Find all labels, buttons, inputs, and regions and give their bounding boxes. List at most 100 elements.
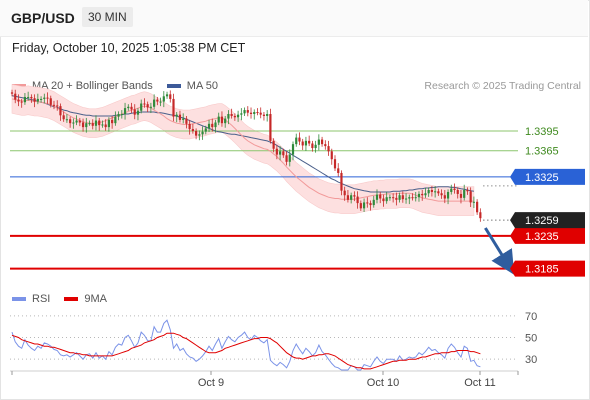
- candle-body: [472, 201, 475, 203]
- candle-body: [382, 198, 385, 202]
- candle-body: [217, 116, 220, 123]
- rsi-tick-50: 50: [525, 333, 537, 345]
- candle-body: [324, 144, 327, 147]
- candle-body: [201, 131, 204, 135]
- candle-body: [220, 116, 224, 124]
- candle-body: [169, 94, 172, 99]
- candle-body: [185, 118, 188, 124]
- candle-body: [278, 151, 282, 155]
- candle-body: [346, 195, 350, 200]
- candle-body: [466, 190, 469, 192]
- candle-body: [414, 197, 417, 199]
- rsi-tick-70: 70: [525, 311, 537, 323]
- candle-body: [417, 193, 421, 198]
- candle-body: [237, 114, 240, 118]
- last-price-tag: [510, 212, 585, 229]
- rsi-ma-swatch: [64, 297, 79, 301]
- level-label-1.3235: 1.3235: [525, 231, 559, 243]
- candle-body: [430, 190, 433, 192]
- candle-body: [356, 196, 359, 204]
- candle-body: [253, 112, 256, 114]
- candle-body: [136, 110, 140, 115]
- candle-body: [275, 148, 278, 155]
- ma50-swatch: [166, 84, 181, 88]
- level-label-1.3365: 1.3365: [525, 146, 559, 158]
- projection-arrow: [484, 227, 515, 275]
- candle-body: [143, 103, 146, 105]
- price-levels: [10, 130, 518, 270]
- candle-body: [369, 203, 372, 206]
- candle-body: [14, 93, 17, 100]
- level-label-1.3185: 1.3185: [525, 264, 559, 276]
- candle-body: [392, 197, 395, 199]
- level-tag-1.3325: [510, 168, 585, 185]
- candle-body: [333, 159, 337, 169]
- candle-body: [408, 197, 411, 199]
- time-label-Oct-10: Oct 10: [367, 377, 399, 389]
- candle-body: [262, 114, 266, 116]
- candle-body: [81, 122, 85, 128]
- candle-body: [59, 106, 62, 116]
- candle-body: [469, 191, 472, 203]
- candle-body: [453, 188, 456, 190]
- candle-body: [427, 190, 430, 194]
- level-label-1.3395: 1.3395: [525, 126, 559, 138]
- time-label-Oct-9: Oct 9: [198, 377, 224, 389]
- legend-rsi-label: RSI: [32, 293, 51, 305]
- symbol-label: GBP/USD: [11, 10, 75, 26]
- candle-body: [107, 119, 110, 128]
- last-price-label: 1.3259: [525, 215, 559, 227]
- header-bar: GBP/USD 30 MIN: [0, 0, 588, 37]
- candle-body: [33, 98, 36, 102]
- candle-body: [440, 193, 443, 196]
- candle-body: [101, 124, 104, 126]
- candle-body: [272, 140, 275, 149]
- candle-body: [424, 193, 427, 196]
- candle-body: [204, 128, 207, 132]
- rsi-tick-30: 30: [525, 354, 537, 366]
- candle-body: [353, 195, 356, 197]
- candle-body: [30, 96, 33, 99]
- bollinger-band-area: [11, 84, 475, 216]
- candle-body: [188, 123, 191, 130]
- candle-body: [17, 99, 20, 102]
- candle-body: [172, 98, 175, 117]
- candle-body: [320, 139, 324, 145]
- ma20-line: [11, 98, 474, 202]
- candle-body: [388, 197, 392, 199]
- candle-body: [243, 110, 246, 114]
- candle-body: [230, 114, 233, 116]
- candle-body: [240, 113, 243, 115]
- candle-body: [443, 195, 446, 199]
- candle-body: [195, 131, 198, 136]
- candle-body: [476, 201, 479, 213]
- legend-ma50-label: MA 50: [186, 80, 218, 92]
- candle-body: [249, 112, 253, 114]
- candle-body: [314, 144, 317, 149]
- candle-body: [227, 114, 230, 119]
- projection: [484, 227, 515, 275]
- candle-body: [317, 139, 320, 145]
- candle-body: [127, 106, 130, 109]
- bollinger-bands: [11, 84, 475, 216]
- candle-body: [379, 194, 382, 199]
- candle-body: [159, 101, 162, 103]
- candle-body: [146, 104, 149, 108]
- candle-body: [165, 94, 169, 97]
- candle-body: [398, 195, 401, 200]
- candle-body: [56, 105, 59, 107]
- candle-body: [104, 124, 107, 128]
- timeframe-button[interactable]: 30 MIN: [82, 7, 133, 27]
- level-tag-1.3185: [510, 260, 585, 277]
- candle-body: [175, 114, 178, 117]
- candle-body: [256, 112, 259, 114]
- candle-body: [140, 103, 143, 111]
- candle-body: [359, 203, 362, 209]
- candle-body: [479, 212, 482, 219]
- candle-body: [308, 140, 311, 144]
- time-label-Oct-11: Oct 11: [464, 377, 496, 389]
- candle-body: [411, 197, 414, 199]
- time-axis: Oct 9 Oct 10 Oct 11: [10, 370, 519, 389]
- candle-body: [337, 168, 340, 173]
- candle-body: [327, 146, 330, 152]
